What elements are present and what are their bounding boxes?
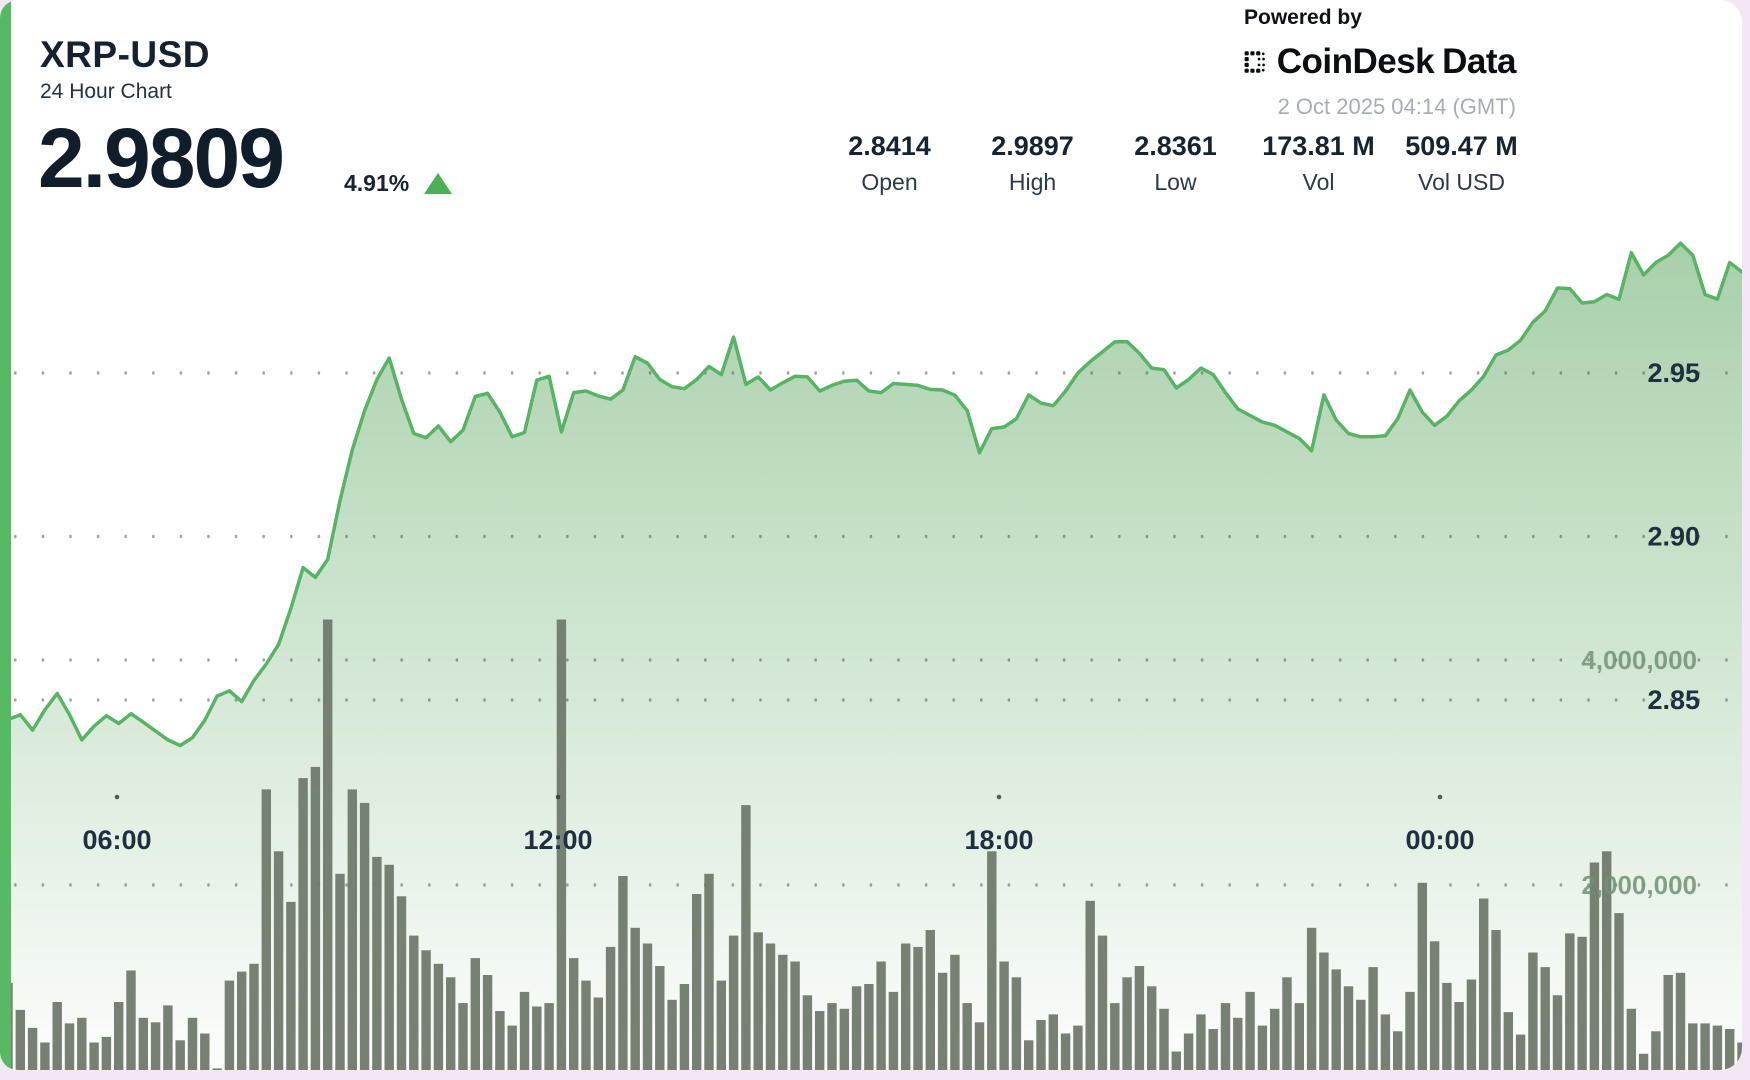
accent-left-border (0, 0, 11, 1070)
stat-open-value: 2.8414 (848, 131, 931, 161)
stat-low-label: Low (1154, 169, 1197, 195)
stat-vol-usd-value: 509.47 M (1405, 131, 1518, 161)
up-arrow-icon (424, 173, 452, 194)
price-change: 4.91% (344, 170, 410, 196)
stat-vol-usd: 509.47 M Vol USD (1390, 131, 1533, 196)
svg-text:4,000,000: 4,000,000 (1581, 645, 1697, 675)
stat-low-value: 2.8361 (1134, 131, 1217, 161)
svg-text:2.90: 2.90 (1647, 522, 1700, 552)
chart-subtitle: 24 Hour Chart (40, 80, 172, 103)
stat-high-label: High (1008, 169, 1057, 195)
stat-vol-usd-label: Vol USD (1418, 169, 1505, 195)
svg-text:2.85: 2.85 (1647, 685, 1700, 715)
brand-suffix: Data (1442, 42, 1516, 81)
svg-text:2.95: 2.95 (1647, 358, 1700, 388)
svg-text:12:00: 12:00 (523, 825, 592, 855)
stat-low: 2.8361 Low (1104, 131, 1247, 196)
stat-high: 2.9897 High (961, 131, 1104, 196)
stat-vol-value: 173.81 M (1262, 131, 1375, 161)
stat-high-value: 2.9897 (991, 131, 1074, 161)
stat-vol-label: Vol (1302, 169, 1335, 195)
svg-text:00:00: 00:00 (1405, 825, 1474, 855)
coindesk-logo[interactable]: CoinDesk Data (1244, 42, 1516, 82)
svg-text:2,000,000: 2,000,000 (1581, 870, 1697, 900)
timestamp: 2 Oct 2025 04:14 (GMT) (1277, 94, 1516, 119)
coindesk-logo-icon (1244, 51, 1265, 73)
stat-open: 2.8414 Open (818, 131, 961, 196)
svg-text:06:00: 06:00 (82, 825, 151, 855)
powered-by-label: Powered by (1244, 6, 1362, 29)
current-price: 2.9809 (38, 111, 285, 205)
brand-name: CoinDesk (1276, 42, 1435, 81)
symbol-title: XRP-USD (40, 34, 211, 75)
stat-open-label: Open (861, 169, 918, 195)
powered-by-block: Powered by (1244, 6, 1516, 120)
svg-text:18:00: 18:00 (964, 825, 1033, 855)
stat-vol: 173.81 M Vol (1247, 131, 1390, 196)
stats-row: 2.8414 Open 2.9897 High 2.8361 Low 173.8… (818, 131, 1533, 196)
